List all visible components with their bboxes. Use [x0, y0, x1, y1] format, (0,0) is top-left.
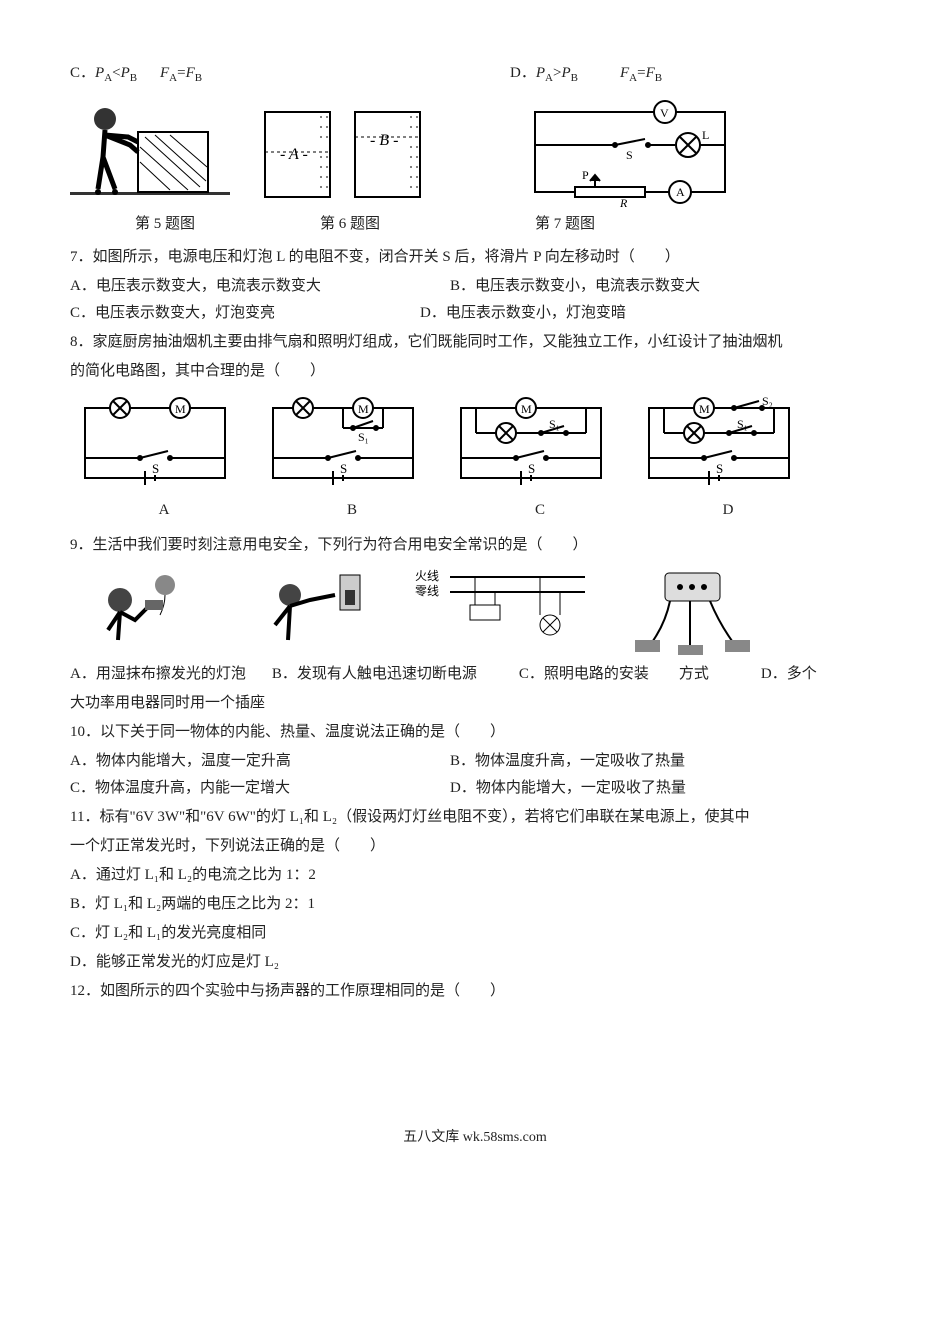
q8-text1: 8．家庭厨房抽油烟机主要由排气扇和照明灯组成，它们既能同时工作，又能独立工作，小… — [70, 329, 880, 356]
fire-line-label: 火线 — [415, 569, 439, 583]
q8-letters: A B C D — [70, 497, 880, 524]
svg-text:S: S — [716, 461, 723, 476]
svg-text:S: S — [152, 461, 159, 476]
svg-text:S₁: S₁ — [358, 430, 369, 444]
q8-ld: D — [634, 497, 822, 524]
q9-fig-a — [70, 565, 220, 655]
opt-c-eq: FA=FB — [160, 60, 390, 89]
svg-text:S₁: S₁ — [549, 417, 560, 431]
svg-text:R: R — [619, 196, 628, 207]
q9-d2: 大功率用电器同时用一个插座 — [70, 690, 880, 717]
q10-d: D．物体内能增大，一定吸收了热量 — [450, 775, 686, 802]
caption-6: 第 6 题图 — [260, 211, 440, 238]
q7-text: 7．如图所示，电源电压和灯泡 L 的电阻不变，闭合开关 S 后，将滑片 P 向左… — [70, 244, 880, 271]
figure-7: V S L P R A — [520, 97, 740, 207]
q11-a: A．通过灯 L₁和 L₂的电流之比为 1：2 — [70, 862, 880, 889]
q7-c: C．电压表示数变大，灯泡变亮 — [70, 300, 420, 327]
q11-d: D．能够正常发光的灯应是灯 L₂ — [70, 949, 880, 976]
q11-c: C．灯 L₂和 L₁的发光亮度相同 — [70, 920, 880, 947]
q7-row1: A．电压表示数变大，电流表示数变大 B．电压表示数变小，电流表示数变大 — [70, 273, 880, 300]
q10-b: B．物体温度升高，一定吸收了热量 — [450, 748, 685, 775]
caption-7: 第 7 题图 — [440, 211, 690, 238]
q11-b: B．灯 L₁和 L₂两端的电压之比为 2：1 — [70, 891, 880, 918]
svg-text:M: M — [521, 402, 532, 416]
svg-text:- B -: - B - — [370, 132, 398, 149]
q9-text: 9．生活中我们要时刻注意用电安全，下列行为符合用电安全常识的是（ ） — [70, 532, 880, 559]
q7-row2: C．电压表示数变大，灯泡变亮 D．电压表示数变小，灯泡变暗 — [70, 300, 880, 327]
svg-text:S₂: S₂ — [762, 394, 773, 408]
opt-c-label: C．PA<PB — [70, 60, 160, 89]
q8-lb: B — [258, 497, 446, 524]
opt-d-label: D．PA>PB — [510, 60, 620, 89]
zero-line-label: 零线 — [415, 584, 439, 598]
q8-circuits: M S M S₁ S — [70, 393, 880, 493]
q9-d: D．多个 — [761, 661, 817, 688]
q7-b: B．电压表示数变小，电流表示数变大 — [450, 273, 700, 300]
footer: 五八文库 wk.58sms.com — [70, 1125, 880, 1150]
svg-text:V: V — [660, 106, 669, 120]
svg-text:P: P — [582, 168, 589, 182]
caption-5: 第 5 题图 — [70, 211, 260, 238]
q10-text: 10．以下关于同一物体的内能、热量、温度说法正确的是（ ） — [70, 719, 880, 746]
q12-text: 12．如图所示的四个实验中与扬声器的工作原理相同的是（ ） — [70, 978, 880, 1005]
svg-text:S: S — [626, 148, 633, 162]
q7-d: D．电压表示数变小，灯泡变暗 — [420, 300, 626, 327]
q10-row1: A．物体内能增大，温度一定升高 B．物体温度升高，一定吸收了热量 — [70, 748, 880, 775]
q9-c: C．照明电路的安装 方式 — [519, 661, 709, 688]
top-options-row: C．PA<PB FA=FB D．PA>PB FA=FB — [70, 60, 880, 89]
svg-text:L: L — [702, 128, 709, 142]
q8-circuit-d: M S₂ S₁ S — [634, 393, 804, 493]
q8-la: A — [70, 497, 258, 524]
q8-lc: C — [446, 497, 634, 524]
q10-c: C．物体温度升高，内能一定增大 — [70, 775, 450, 802]
opt-d-eq: FA=FB — [620, 60, 740, 89]
svg-text:S₁: S₁ — [737, 417, 748, 431]
q9-b: B．发现有人触电迅速切断电源 — [272, 661, 477, 688]
q9-figures: 火线 零线 — [70, 565, 880, 655]
q8-circuit-c: M S₁ S — [446, 393, 616, 493]
svg-text:A: A — [676, 185, 685, 199]
svg-text:S: S — [340, 461, 347, 476]
q8-text2: 的简化电路图，其中合理的是（ ） — [70, 358, 880, 385]
svg-text:S: S — [528, 461, 535, 476]
q9-a: A．用湿抹布擦发光的灯泡 — [70, 661, 246, 688]
svg-text:- A -: - A - — [280, 146, 308, 163]
q9-options: A．用湿抹布擦发光的灯泡 B．发现有人触电迅速切断电源 C．照明电路的安装 方式… — [70, 661, 880, 688]
svg-text:M: M — [358, 402, 369, 416]
figures-5-6-7: - A - - B - — [70, 97, 880, 207]
q9-fig-d — [610, 565, 780, 655]
q9-fig-b — [240, 565, 390, 655]
q11-text2: 一个灯正常发光时，下列说法正确的是（ ） — [70, 833, 880, 860]
figure-6: - A - - B - — [250, 97, 440, 207]
q8-circuit-b: M S₁ S — [258, 393, 428, 493]
q10-row2: C．物体温度升高，内能一定增大 D．物体内能增大，一定吸收了热量 — [70, 775, 880, 802]
q8-circuit-a: M S — [70, 393, 240, 493]
q10-a: A．物体内能增大，温度一定升高 — [70, 748, 450, 775]
svg-text:M: M — [175, 402, 186, 416]
svg-text:M: M — [699, 402, 710, 416]
caption-row-567: 第 5 题图 第 6 题图 第 7 题图 — [70, 211, 880, 238]
q9-fig-c: 火线 零线 — [410, 565, 590, 655]
q11-text1: 11．标有"6V 3W"和"6V 6W"的灯 L₁和 L₂（假设两灯灯丝电阻不变… — [70, 804, 880, 831]
figure-5 — [70, 97, 230, 207]
q7-a: A．电压表示数变大，电流表示数变大 — [70, 273, 450, 300]
